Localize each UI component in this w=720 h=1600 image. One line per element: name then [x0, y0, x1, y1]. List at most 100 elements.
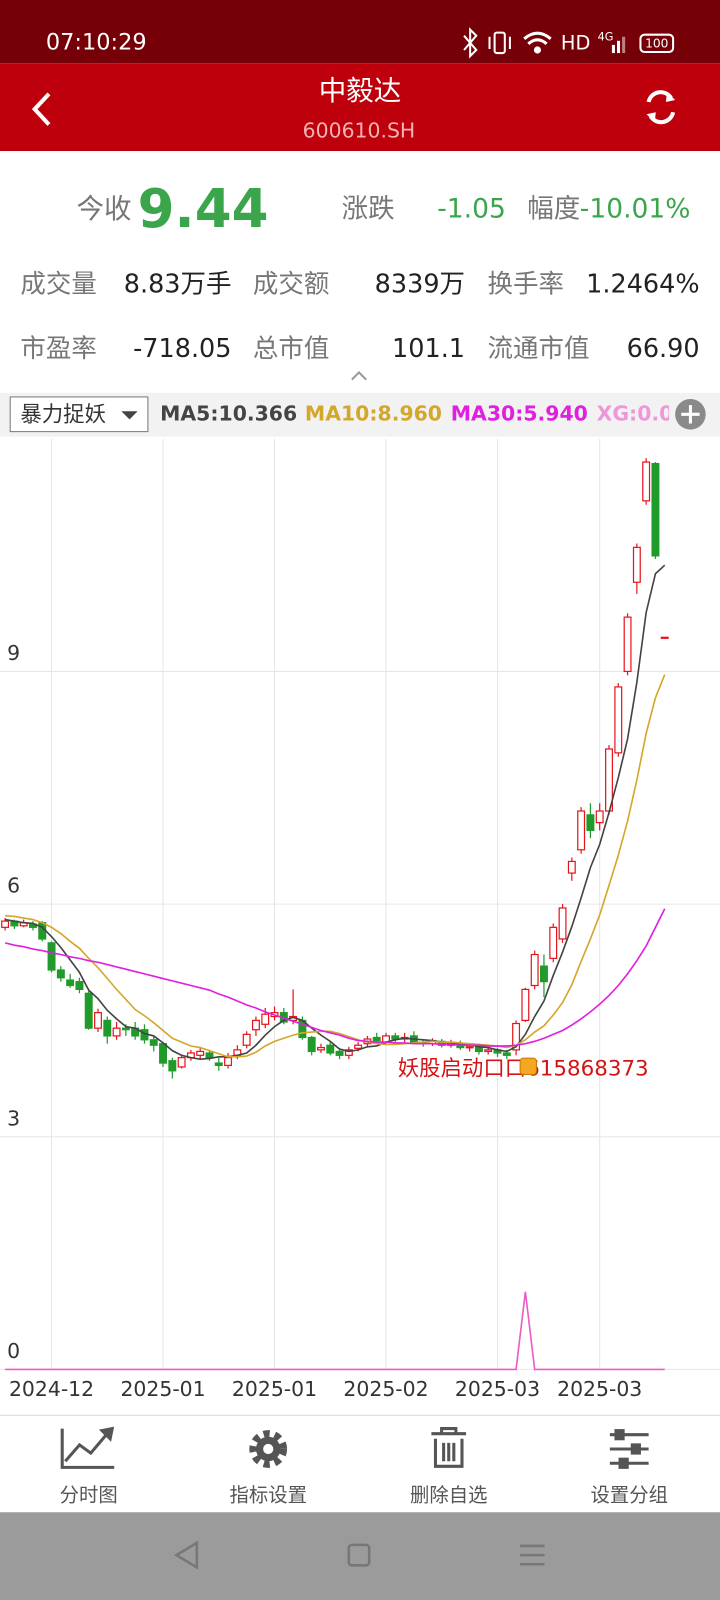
- pct-label: 幅度: [527, 194, 580, 225]
- candle-body: [214, 1062, 223, 1067]
- stat-label: 总市值: [253, 334, 329, 364]
- indicator-line: [5, 674, 666, 1058]
- refresh-button[interactable]: [646, 90, 676, 125]
- legend-entry: MA5:10.366: [160, 401, 297, 425]
- candle-body: [512, 1022, 521, 1051]
- candle-body: [391, 1035, 400, 1040]
- candle-body: [326, 1044, 335, 1054]
- candle-body: [577, 810, 586, 851]
- stat-value: 8339万: [375, 270, 465, 300]
- timeline-icon: [60, 1426, 115, 1469]
- candle-body: [84, 992, 93, 1029]
- candle-body: [335, 1050, 344, 1056]
- add-icon: [681, 405, 700, 424]
- stock-name: 中毅达: [319, 75, 402, 107]
- candle-body: [642, 461, 651, 502]
- close-label: 今收: [76, 193, 131, 225]
- toolbar: [0, 1415, 720, 1513]
- candle-body: [623, 616, 632, 673]
- back-button[interactable]: [31, 92, 51, 126]
- candle-body: [307, 1036, 316, 1053]
- delete-icon: [431, 1427, 467, 1468]
- candle-body: [595, 810, 604, 824]
- legend-entry: MA30:5.940: [451, 401, 588, 425]
- nav-bar: [0, 1512, 720, 1600]
- indicator-line: [4, 564, 666, 1061]
- candle-body: [354, 1044, 363, 1049]
- candle-body: [317, 1046, 325, 1051]
- toolbar-label: 分时图: [60, 1483, 118, 1506]
- candle-body: [75, 981, 84, 990]
- network-label: HD: [561, 31, 590, 54]
- nav-back[interactable]: [173, 1540, 199, 1570]
- candle-body: [465, 1046, 474, 1049]
- signal-icon: [611, 36, 626, 54]
- vibrate-icon: [488, 31, 511, 55]
- candle-body: [651, 462, 660, 557]
- candle-body: [372, 1036, 381, 1042]
- change-label: 涨跌: [342, 194, 395, 225]
- stat-value: 1.2464%: [586, 270, 699, 300]
- indicator-line: [4, 908, 666, 1047]
- candle-body: [112, 1027, 121, 1037]
- close-price: 9.44: [138, 178, 269, 240]
- candle-body: [177, 1057, 186, 1068]
- toolbar-labels: 分时图 指标设置 删除自选 设置分组: [60, 1483, 668, 1506]
- x-tick-label: 2025-01: [120, 1377, 205, 1401]
- legend-entry: MA10:8.960: [305, 401, 442, 425]
- candle-body: [502, 1052, 511, 1056]
- candle-body: [121, 1027, 130, 1031]
- candle-body: [484, 1049, 493, 1053]
- candle-body: [251, 1019, 260, 1031]
- header: [0, 63, 720, 152]
- status-bar: [0, 0, 720, 64]
- collapse-caret[interactable]: [351, 371, 367, 381]
- toolbar-label: 删除自选: [410, 1483, 487, 1506]
- candle-body: [242, 1033, 251, 1046]
- toolbar-label: 设置分组: [590, 1483, 667, 1506]
- legend: MA5:10.366 MA10:8.960 MA30:5.940 XG:0.0: [160, 401, 674, 425]
- candle-body: [344, 1049, 353, 1056]
- candle-body: [632, 546, 641, 583]
- status-time: 07:10:29: [46, 29, 147, 55]
- y-tick-label: 9: [7, 641, 20, 665]
- settings-icon: [249, 1430, 288, 1468]
- stat-label: 成交量: [20, 270, 96, 300]
- kline-chart: 0 3 6 9 2024-12 2025-01 2025-01 2025-02 2025-03 2…: [0, 438, 720, 1401]
- candle-body: [558, 907, 567, 940]
- selector-label: 暴力捉妖: [20, 402, 106, 427]
- stat-value: 101.1: [392, 334, 465, 364]
- y-tick-label: 3: [7, 1106, 20, 1130]
- stat-label: 成交额: [253, 270, 329, 300]
- candle-body: [549, 926, 558, 959]
- stat-label: 流通市值: [487, 334, 589, 364]
- candle-body: [530, 953, 539, 987]
- candle-body: [205, 1052, 214, 1059]
- battery-icon: [639, 33, 675, 54]
- x-tick-label: 2025-03: [455, 1377, 540, 1401]
- candle-body: [1, 920, 10, 928]
- candle-body: [168, 1060, 177, 1072]
- cell-label: 4G: [598, 31, 614, 44]
- candle-body: [660, 636, 669, 639]
- nav-home[interactable]: [347, 1543, 371, 1567]
- candle-body: [586, 814, 595, 832]
- battery-label: 100: [645, 36, 668, 50]
- bluetooth-icon: [463, 27, 478, 59]
- stat-value: 8.83万手: [124, 270, 232, 300]
- candle-body: [224, 1057, 233, 1066]
- candle-body: [56, 969, 65, 979]
- stat-value: 66.90: [627, 334, 700, 364]
- legend-entry: XG:0.0: [597, 401, 674, 425]
- stat-label: 市盈率: [20, 334, 96, 364]
- signal-marker: [519, 1057, 537, 1075]
- y-tick-label: 0: [7, 1339, 20, 1363]
- candle-body: [66, 979, 75, 987]
- x-tick-label: 2025-01: [232, 1377, 317, 1401]
- stats: 成交量 8.83万手 成交额 8339万 换手率 1.2464% 市盈率 -718.05 总市值…: [20, 270, 699, 364]
- candle-body: [196, 1050, 205, 1056]
- wifi-icon: [523, 31, 552, 54]
- nav-menu[interactable]: [520, 1544, 545, 1566]
